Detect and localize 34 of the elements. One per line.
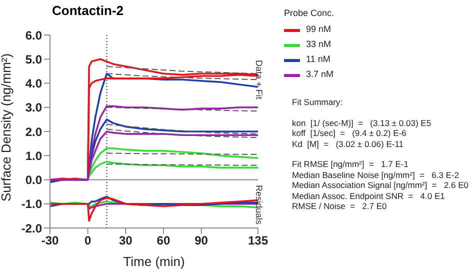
text: Median Baseline Noise [ng/mm²] = 6.3 E-2 [292, 170, 460, 180]
chart-title: Contactin-2 [52, 3, 124, 18]
annotation: Data + Fit [254, 60, 264, 100]
legend-label: 11 nM [306, 54, 330, 64]
x-tick-label: 60 [156, 234, 170, 248]
y-tick-label: 5.0 [25, 52, 42, 66]
y-tick-label: 4.0 [25, 76, 42, 91]
legend-label: 3.7 nM [306, 68, 334, 78]
y-axis-title: Surface Density (ng/mm²) [0, 53, 14, 202]
text: Fit RMSE [ng/mm²] = 1.7 E-1 [292, 159, 410, 170]
y-tick-label: 3.0 [25, 100, 42, 115]
text: kon [1/ (sec-M)] = (3.13 ± 0.03) E5 [292, 118, 432, 128]
x-axis-title: Time (min) [123, 254, 185, 269]
text: Median Assoc. Endpoint SNR = 4.0 E1 [292, 190, 446, 201]
y-tick-label: 2.0 [25, 124, 42, 139]
text: koff [1/sec] = (9.4 ± 0.2) E-6 [292, 128, 408, 138]
x-tick-label: -30 [41, 234, 59, 248]
y-tick-label: -2.0 [21, 221, 42, 236]
x-tick-label: 0 [84, 234, 92, 248]
text: RMSE / Noise = 2.7 E0 [292, 201, 388, 212]
y-tick-label: 1.0 [25, 148, 42, 163]
y-tick-label: 0.0 [25, 173, 42, 188]
legend-label: 99 nM [306, 24, 332, 34]
legend-title: Probe Conc. [284, 8, 334, 18]
text: Median Association Signal [ng/mm²] = 2.6 E0 [292, 180, 468, 190]
annotation: Residuals [254, 185, 264, 225]
text: Kd [M] = (3.02 ± 0.06) E-11 [292, 138, 405, 149]
legend-label: 33 nM [306, 38, 332, 48]
x-tick-label: 30 [118, 234, 133, 248]
x-tick-label: 90 [194, 234, 208, 248]
y-tick-label: -1.0 [21, 197, 42, 212]
y-tick-label: 6.0 [25, 28, 42, 42]
text: Fit Summary: [292, 97, 344, 108]
x-tick-label: 135 [248, 234, 268, 248]
